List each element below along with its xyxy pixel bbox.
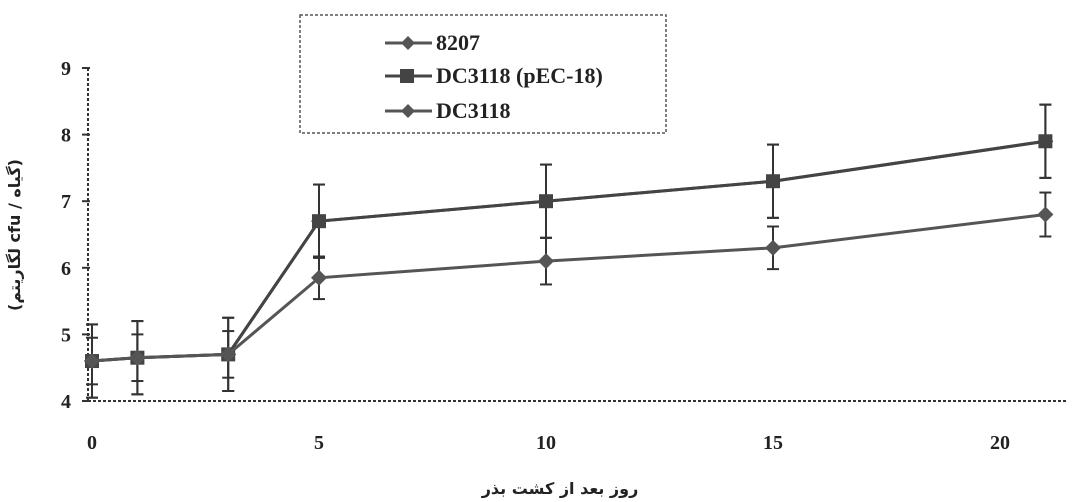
data-point	[84, 353, 100, 370]
legend-item-8207: 8207	[385, 30, 480, 55]
legend-marker-dc3118	[401, 104, 415, 118]
data-point	[766, 174, 780, 189]
x-tick-label: 15	[763, 432, 783, 454]
series-line	[91, 213, 1046, 363]
data-point	[312, 214, 326, 229]
legend-marker-dc3118-pec18	[400, 69, 414, 83]
data-point	[765, 239, 781, 256]
data-point	[538, 253, 554, 270]
data-point	[1037, 206, 1054, 223]
y-tick-label: 9	[61, 58, 71, 80]
legend-item-dc3118: DC3118	[385, 98, 511, 123]
series-line	[91, 139, 1046, 363]
legend-item-dc3118-pec18: DC3118 (pEC-18)	[385, 63, 603, 88]
series-layer	[84, 103, 1054, 399]
x-axis-title: روز بعد از کشت بذر	[481, 479, 639, 498]
series-line	[91, 139, 1046, 363]
x-tick-label: 0	[87, 432, 97, 454]
y-tick-label: 4	[61, 391, 71, 413]
x-tick-label: 20	[990, 432, 1010, 454]
legend-box	[299, 14, 667, 134]
legend-label-8207: 8207	[436, 30, 480, 55]
legend-label-dc3118: DC3118	[436, 98, 511, 123]
data-point	[220, 346, 237, 363]
y-tick-label: 6	[61, 258, 71, 280]
data-point	[1038, 134, 1053, 149]
y-axis-title: (لگاریتم cfu / گیاه)	[5, 159, 24, 311]
legend-marker-8207	[401, 36, 415, 50]
y-tick-label: 5	[61, 324, 71, 346]
legend-label-dc3118-pec18: DC3118 (pEC-18)	[436, 63, 603, 88]
data-point	[539, 194, 553, 209]
x-tick-labels: 0 5 10 15 20	[87, 432, 1010, 454]
x-tick-label: 10	[536, 432, 556, 454]
data-point	[311, 269, 327, 286]
x-tick-label: 5	[314, 432, 324, 454]
legend: 8207 DC3118 (pEC-18) DC3118	[299, 14, 667, 134]
data-point	[129, 349, 146, 366]
y-tick-label: 7	[61, 191, 71, 213]
series-2	[84, 191, 1054, 386]
y-tick-label: 8	[61, 125, 71, 147]
y-tick-labels: 4 5 6 7 8 9	[61, 58, 90, 413]
